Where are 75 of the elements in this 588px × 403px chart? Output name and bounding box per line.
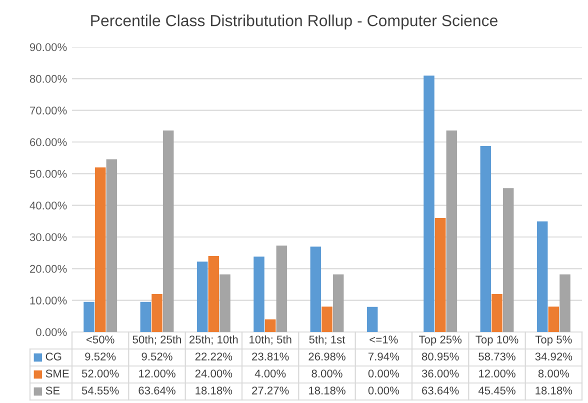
y-tick-label: 10.00%	[30, 296, 67, 304]
bar	[276, 246, 288, 332]
data-label: 0.00%	[368, 370, 400, 378]
data-label: 9.52%	[85, 352, 116, 360]
data-label: 12.00%	[479, 370, 516, 378]
data-label: 24.00%	[195, 370, 232, 378]
legend-label: SE	[46, 386, 60, 394]
y-tick-label: 30.00%	[30, 233, 67, 242]
bar	[94, 167, 106, 332]
data-label: 7.94%	[368, 352, 400, 360]
bar	[106, 159, 118, 332]
data-label: 23.81%	[252, 352, 289, 360]
x-tick-label: <=1%	[370, 336, 398, 344]
x-tick-label: <50%	[86, 336, 114, 344]
bar	[548, 306, 560, 332]
data-label: 18.18%	[536, 386, 572, 394]
x-tick-label: 10th; 5th	[250, 335, 292, 345]
bar	[434, 218, 446, 332]
legend-label: SME	[46, 370, 69, 378]
data-label: 58.73%	[478, 352, 516, 360]
data-label: 52.00%	[82, 370, 119, 378]
data-label: 18.18%	[309, 386, 346, 394]
bar	[536, 221, 548, 332]
bar	[196, 262, 208, 332]
bar	[162, 130, 174, 332]
bar	[220, 274, 230, 332]
bar	[560, 274, 570, 332]
x-tick-label: 50th; 25th	[132, 335, 181, 345]
x-tick-label: 25th; 10th	[190, 335, 238, 345]
data-label: 36.00%	[422, 370, 459, 378]
y-tick-label: 20.00%	[30, 264, 67, 273]
data-label: 22.22%	[195, 352, 232, 360]
bar	[152, 294, 162, 332]
bar	[492, 294, 502, 332]
data-label: 12.00%	[139, 370, 176, 378]
data-label: 27.27%	[252, 386, 289, 394]
data-label: 8.00%	[312, 370, 342, 378]
bar	[366, 306, 378, 332]
bar	[264, 319, 276, 332]
legend-label: CG	[46, 352, 62, 360]
y-tick-label: 50.00%	[30, 170, 67, 178]
data-label: 4.00%	[254, 370, 286, 378]
x-tick-label: Top 25%	[418, 336, 462, 346]
bar	[424, 76, 434, 332]
x-tick-label: 5th; 1st	[309, 335, 346, 345]
chart-title: Percentile Class Distributution Rollup - Computer Science	[91, 14, 498, 30]
data-label: 63.64%	[138, 386, 176, 394]
bar	[140, 302, 152, 332]
bar	[480, 146, 492, 332]
y-tick-label: 40.00%	[30, 202, 67, 210]
bar	[502, 188, 514, 332]
data-label: 8.00%	[538, 370, 570, 378]
x-tick-label: Top 10%	[476, 336, 518, 346]
bar	[322, 306, 332, 332]
data-label: 45.45%	[478, 386, 516, 394]
y-tick-label: 0.00%	[36, 328, 67, 336]
data-label: 9.52%	[142, 352, 172, 360]
data-label: 80.95%	[422, 352, 459, 360]
data-label: 0.00%	[368, 386, 400, 394]
data-label: 18.18%	[196, 386, 232, 394]
data-label: 54.55%	[82, 386, 119, 394]
data-label: 26.98%	[308, 352, 346, 360]
bar	[208, 256, 220, 332]
bar	[446, 130, 458, 332]
x-tick-label: Top 5%	[535, 336, 572, 346]
y-tick-label: 80.00%	[30, 74, 67, 83]
y-tick-label: 60.00%	[30, 138, 67, 146]
data-label: 34.92%	[535, 352, 572, 360]
data-label: 63.64%	[422, 386, 459, 394]
y-tick-label: 90.00%	[30, 43, 67, 52]
bar	[254, 256, 264, 332]
bar	[310, 246, 322, 332]
y-tick-label: 70.00%	[30, 106, 67, 114]
bar	[332, 274, 344, 332]
bar	[84, 302, 94, 332]
